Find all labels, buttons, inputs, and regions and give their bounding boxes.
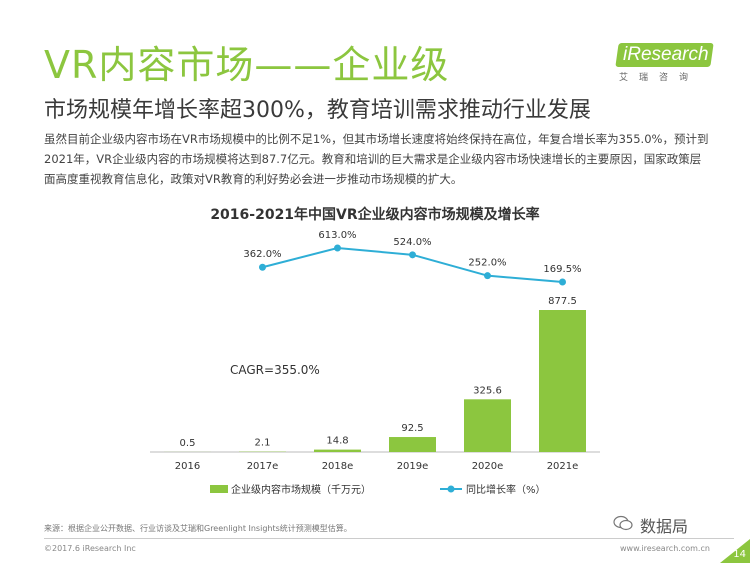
site-url: www.iresearch.com.cn [620,544,710,553]
growth-label-2017e: 362.0% [243,249,281,260]
x-tick-2016: 2016 [175,461,200,472]
growth-label-2019e: 524.0% [393,237,431,248]
x-tick-2019e: 2019e [397,461,429,472]
growth-label-2021e: 169.5% [543,264,581,275]
watermark-text: 数据局 [640,517,689,536]
copyright: ©2017.6 iResearch Inc [44,544,136,553]
body-paragraph: 虽然目前企业级内容市场在VR市场规模中的比例不足1%，但其市场增长速度将始终保持… [44,132,709,186]
growth-point-2018e [334,244,341,252]
x-tick-2018e: 2018e [322,461,354,472]
iresearch-logo: iResearch 艾瑞咨询 [615,43,714,83]
bar-label-2016: 0.5 [180,438,196,449]
growth-point-2021e [559,278,566,286]
growth-point-2019e [409,251,416,259]
bar-2021e [539,310,586,452]
footer-divider [44,538,734,539]
x-tick-2020e: 2020e [472,461,504,472]
x-tick-2017e: 2017e [247,461,279,472]
page-subtitle: 市场规模年增长率超300%，教育培训需求推动行业发展 [44,98,591,123]
growth-label-2018e: 613.0% [318,230,356,241]
legend-line-marker [447,485,455,493]
legend-bar-swatch [210,485,228,493]
bar-label-2018e: 14.8 [326,436,348,447]
cagr-annotation: CAGR=355.0% [230,363,320,377]
growth-label-2020e: 252.0% [468,258,506,269]
legend-line-label: 同比增长率（%） [466,483,546,496]
bar-label-2020e: 325.6 [473,385,502,396]
bar-label-2021e: 877.5 [548,296,577,307]
bar-2020e [464,399,511,452]
growth-point-2017e [259,263,266,271]
wechat-icon [613,515,633,531]
growth-point-2020e [484,272,491,280]
x-tick-2021e: 2021e [547,461,579,472]
source-note: 来源：根据企业公开数据、行业访谈及艾瑞和Greenlight Insights统… [44,524,352,533]
bar-label-2017e: 2.1 [255,438,271,449]
page-title: VR内容市场——企业级 [44,43,450,87]
chart-title: 2016-2021年中国VR企业级内容市场规模及增长率 [210,207,540,223]
legend-bar-label: 企业级内容市场规模（千万元） [231,483,371,496]
bar-2019e [389,437,436,452]
bar-2018e [314,449,361,452]
bar-label-2019e: 92.5 [401,423,423,434]
